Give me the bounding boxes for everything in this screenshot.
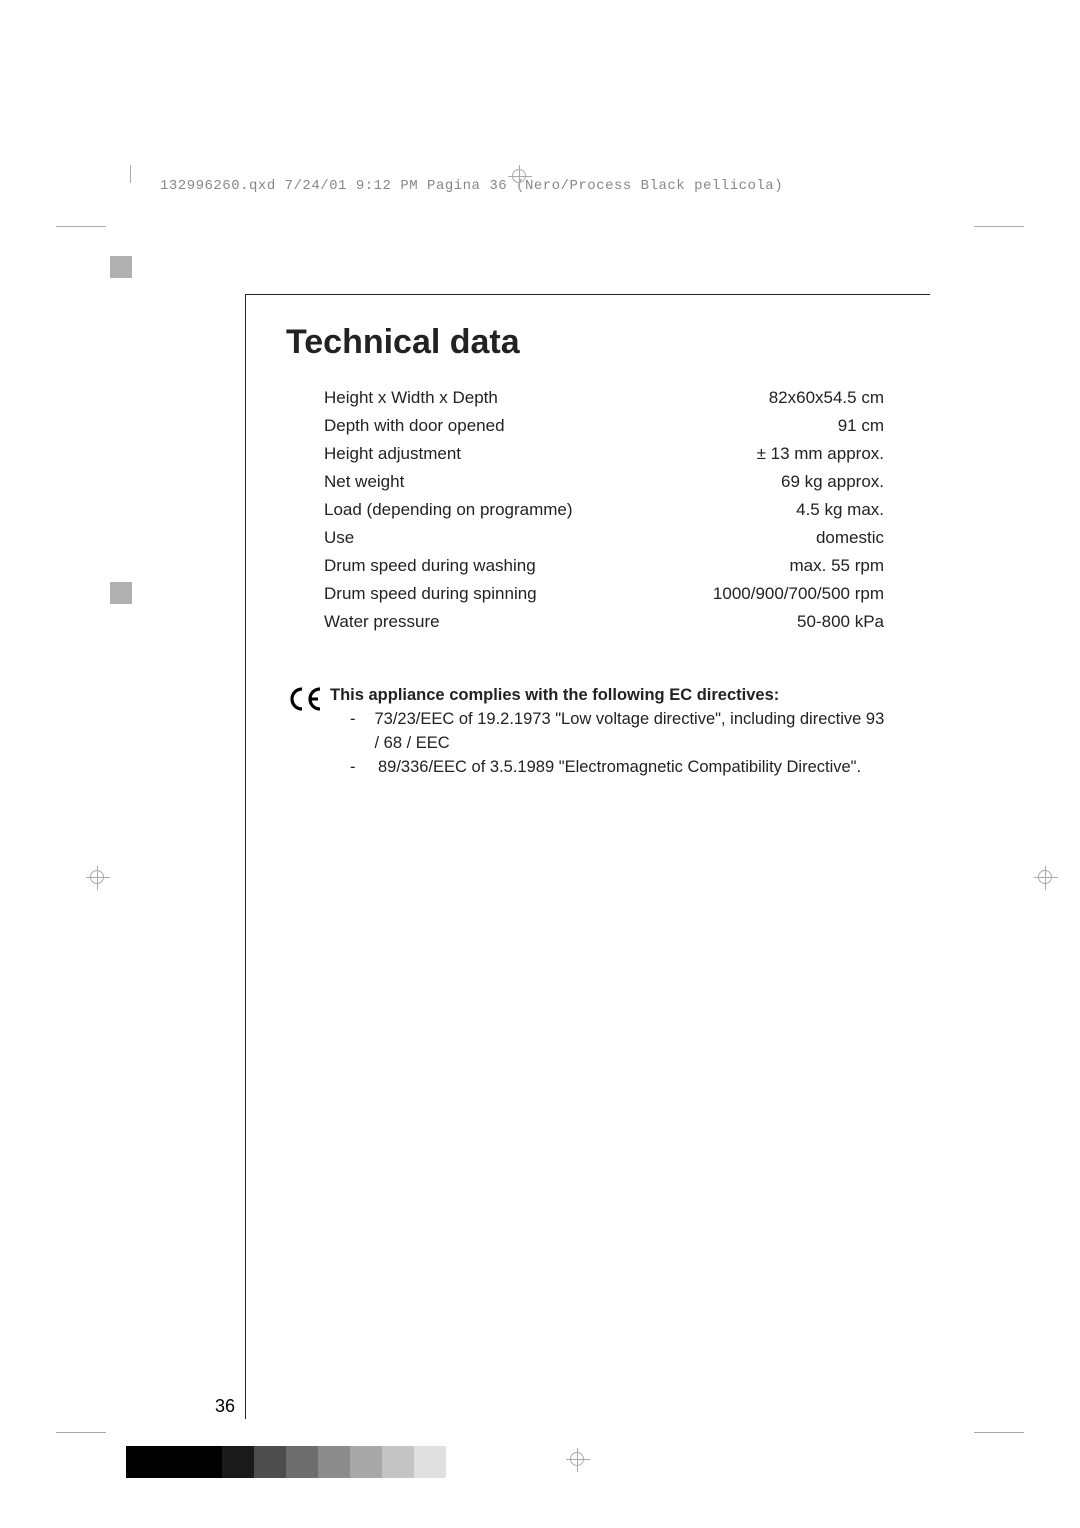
swatch bbox=[222, 1446, 254, 1478]
spec-label: Use bbox=[324, 524, 354, 552]
spec-row: Depth with door opened 91 cm bbox=[324, 412, 884, 440]
page-title: Technical data bbox=[286, 323, 890, 362]
margin-marker bbox=[110, 256, 132, 278]
spec-label: Height adjustment bbox=[324, 440, 461, 468]
crop-mark bbox=[56, 226, 106, 227]
spec-row: Height adjustment ± 13 mm approx. bbox=[324, 440, 884, 468]
bullet-dash: - bbox=[350, 708, 374, 756]
swatch bbox=[158, 1446, 190, 1478]
compliance-block: This appliance complies with the followi… bbox=[286, 684, 890, 780]
crop-mark bbox=[974, 1432, 1024, 1433]
spec-row: Drum speed during spinning 1000/900/700/5… bbox=[324, 580, 884, 608]
spec-value: ± 13 mm approx. bbox=[757, 440, 884, 468]
swatch bbox=[318, 1446, 350, 1478]
swatch bbox=[382, 1446, 414, 1478]
crop-mark bbox=[56, 1432, 106, 1433]
compliance-item-text: 73/23/EEC of 19.2.1973 "Low voltage dire… bbox=[374, 708, 890, 756]
margin-marker bbox=[110, 582, 132, 604]
spec-value: 69 kg approx. bbox=[781, 468, 884, 496]
spec-value: 4.5 kg max. bbox=[796, 496, 884, 524]
compliance-item-text: 89/336/EEC of 3.5.1989 "Electromagnetic … bbox=[378, 756, 861, 780]
compliance-title: This appliance complies with the followi… bbox=[330, 684, 890, 708]
registration-mark-top bbox=[508, 165, 532, 189]
spec-label: Drum speed during spinning bbox=[324, 580, 537, 608]
compliance-item: -89/336/EEC of 3.5.1989 "Electromagnetic… bbox=[330, 756, 890, 780]
spec-row: Drum speed during washing max. 55 rpm bbox=[324, 552, 884, 580]
print-slug: 132996260.qxd 7/24/01 9:12 PM Pagina 36 … bbox=[160, 178, 783, 194]
spec-label: Water pressure bbox=[324, 608, 440, 636]
grayscale-calibration-bar bbox=[126, 1446, 446, 1478]
spec-row: Use domestic bbox=[324, 524, 884, 552]
bullet-dash: - bbox=[350, 756, 378, 780]
spec-label: Depth with door opened bbox=[324, 412, 505, 440]
spec-label: Drum speed during washing bbox=[324, 552, 536, 580]
swatch bbox=[414, 1446, 446, 1478]
swatch bbox=[126, 1446, 158, 1478]
spec-value: 82x60x54.5 cm bbox=[769, 384, 884, 412]
spec-value: domestic bbox=[816, 524, 884, 552]
spec-row: Load (depending on programme) 4.5 kg max. bbox=[324, 496, 884, 524]
ce-mark-icon bbox=[286, 684, 330, 780]
spec-label: Height x Width x Depth bbox=[324, 384, 498, 412]
spec-table: Height x Width x Depth 82x60x54.5 cm Dept… bbox=[324, 384, 884, 636]
compliance-item: -73/23/EEC of 19.2.1973 "Low voltage dir… bbox=[330, 708, 890, 756]
spec-label: Net weight bbox=[324, 468, 404, 496]
spec-row: Water pressure 50-800 kPa bbox=[324, 608, 884, 636]
crop-mark bbox=[974, 226, 1024, 227]
page-number: 36 bbox=[215, 1396, 235, 1417]
spec-value: 91 cm bbox=[838, 412, 884, 440]
content-frame: Technical data Height x Width x Depth 82x… bbox=[245, 294, 930, 1419]
spec-value: max. 55 rpm bbox=[790, 552, 884, 580]
swatch bbox=[254, 1446, 286, 1478]
spec-row: Net weight 69 kg approx. bbox=[324, 468, 884, 496]
swatch bbox=[190, 1446, 222, 1478]
spec-value: 50-800 kPa bbox=[797, 608, 884, 636]
spec-value: 1000/900/700/500 rpm bbox=[713, 580, 884, 608]
spec-row: Height x Width x Depth 82x60x54.5 cm bbox=[324, 384, 884, 412]
swatch bbox=[286, 1446, 318, 1478]
swatch bbox=[350, 1446, 382, 1478]
spec-label: Load (depending on programme) bbox=[324, 496, 573, 524]
